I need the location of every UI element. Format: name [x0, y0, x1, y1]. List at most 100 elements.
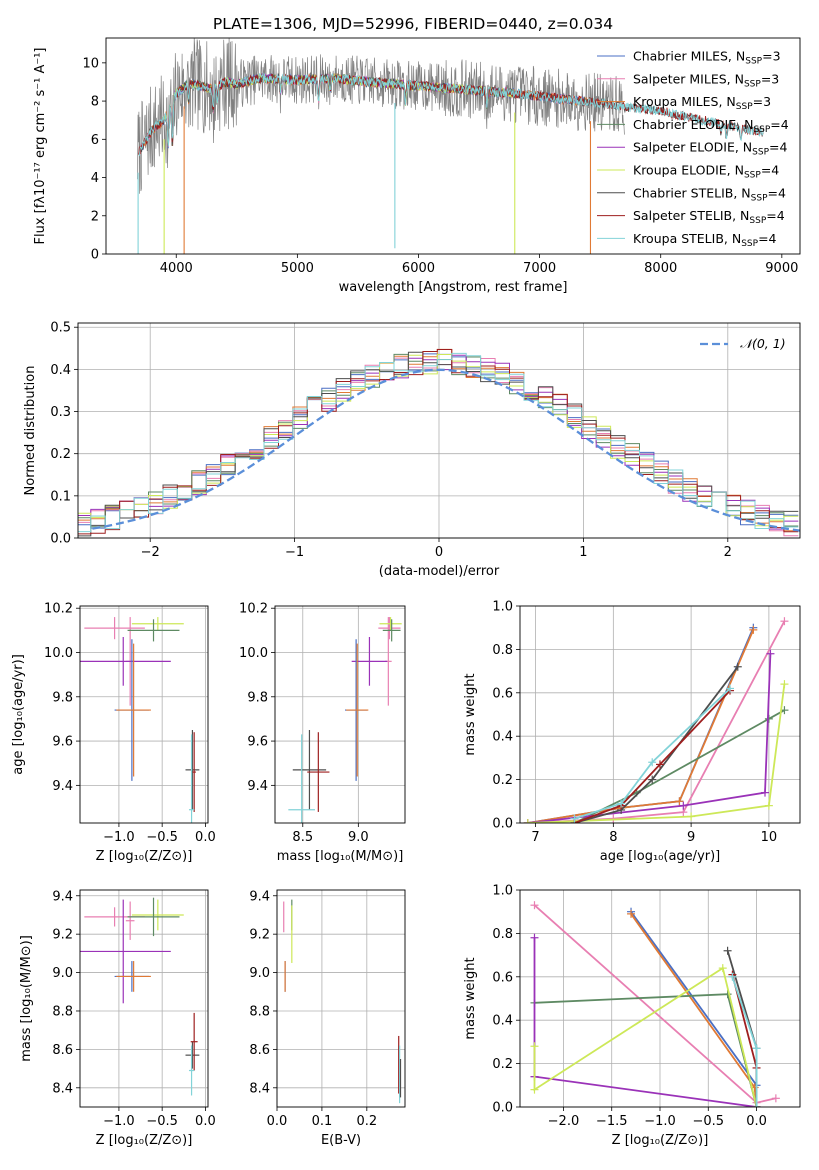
error-bar-point: [379, 617, 402, 631]
y-tick-label: 0.6: [492, 686, 513, 701]
x-tick-label: 2: [724, 545, 732, 560]
y-axis-label: Flux [fλ10⁻¹⁷ erg cm⁻² s⁻¹ A⁻¹]: [33, 48, 48, 245]
weight-marker: [766, 649, 775, 658]
y-tick-label: 0.3: [50, 405, 71, 420]
x-tick-label: 0: [435, 545, 443, 560]
weight_vs_Z-panel: −2.0 −1.5 −1.0 −0.5 0.0 0.0 0.2 0.4 0.6 0.8 1.0 Z […: [463, 884, 801, 1148]
x-tick-label: 0.0: [195, 830, 216, 845]
x-tick-label: 9000: [765, 261, 798, 276]
y-tick-label: 10.0: [239, 646, 268, 661]
axes-frame: [276, 889, 406, 1108]
weight-marker: [530, 1085, 539, 1094]
y-tick-label: 0.2: [50, 447, 71, 462]
error-bar-point: [84, 617, 145, 640]
error-bar-point: [192, 732, 196, 812]
x-axis-label: E(B-V): [321, 1133, 361, 1148]
error-bar-point: [125, 901, 135, 940]
model-spectrum-salpeter_stelib: [138, 73, 765, 155]
x-tick-label: −1.0: [103, 1114, 135, 1129]
weight-marker: [752, 1044, 761, 1053]
y-tick-label: 8.8: [52, 1004, 73, 1019]
legend-label: Salpeter MILES, N: [633, 71, 744, 86]
age_vs_mass-plot-area: [288, 617, 402, 823]
legend-entry: Kroupa MILES, NSSP=3: [633, 94, 771, 112]
legend-entry: Kroupa ELODIE, NSSP=4: [633, 163, 779, 181]
y-tick-label: 0.5: [50, 321, 71, 336]
weight_vs_age-plot-area: [523, 617, 789, 823]
y-tick-label: 0.0: [492, 817, 513, 832]
error-bar-point: [346, 643, 369, 777]
y-tick-label: 10: [82, 56, 99, 71]
residual-plot-area: [78, 348, 800, 537]
x-axis-label: Z [log₁₀(Z/Z⊙)]: [96, 849, 193, 864]
x-tick-label: 0.0: [267, 1114, 288, 1129]
y-tick-label: 8: [91, 95, 99, 110]
legend-label: Kroupa STELIB, N: [633, 231, 741, 246]
y-tick-label: 0.0: [50, 532, 71, 547]
model-spectrum-kroupa_stelib: [138, 72, 765, 157]
error-bar-point: [80, 899, 171, 1004]
legend-label: Salpeter ELODIE, N: [633, 140, 752, 155]
weight-marker: [726, 684, 734, 693]
legend-subscript: SSP: [744, 171, 761, 181]
x-tick-label: −2.0: [548, 1114, 580, 1129]
y-tick-label: 9.6: [247, 735, 268, 750]
age_vs_Z-plot-area: [80, 617, 200, 823]
weight-line-kroupa_elodie: [533, 966, 758, 1107]
y-tick-label: 9.4: [52, 889, 73, 904]
y-tick-label: 9.4: [249, 889, 270, 904]
y-tick-label: 1.0: [492, 600, 513, 615]
spectrum-plot-area: [137, 38, 765, 254]
legend-label: Kroupa MILES, N: [633, 94, 736, 109]
legend-subscript: SSP: [744, 79, 761, 89]
x-tick-label: −0.5: [692, 1114, 724, 1129]
weight-marker: [780, 680, 789, 689]
y-tick-label: 0: [91, 248, 99, 263]
chart-title: PLATE=1306, MJD=52996, FIBERID=0440, z=0…: [213, 15, 613, 33]
x-tick-label: 0.0: [195, 1114, 216, 1129]
y-tick-label: 8.4: [52, 1081, 73, 1096]
axes-frame: [79, 889, 209, 1108]
x-axis-label: Z [log₁₀(Z/Z⊙)]: [612, 1133, 709, 1148]
weight_vs_Z-plot-area: [530, 901, 780, 1107]
axes-frame: [79, 605, 209, 824]
x-tick-label: −1.5: [596, 1114, 628, 1129]
weight-marker: [764, 714, 773, 723]
weight_vs_age-panel: 7 8 9 10 0.0 0.2 0.4 0.6 0.8 1.0 age [log₁₀(age/yr…: [463, 600, 801, 864]
weight-line-kroupa_elodie: [527, 683, 786, 823]
error-bar-point: [378, 617, 401, 640]
y-tick-label: 9.0: [249, 966, 270, 981]
error-bar-point: [185, 730, 200, 810]
y-tick-label: 6: [91, 133, 99, 148]
error-bar-point: [131, 899, 184, 931]
legend-subscript: SSP: [736, 102, 753, 112]
y-axis-label: mass [log₁₀(M/M⊙)]: [19, 935, 34, 1062]
weight-marker: [627, 909, 636, 918]
x-tick-label: 9: [687, 830, 695, 845]
gaussian-curve: [92, 368, 800, 532]
x-axis-label: mass [log₁₀(M/M⊙)]: [277, 849, 404, 864]
x-tick-label: 5000: [281, 261, 314, 276]
histogram-kroupa_miles: [78, 348, 799, 532]
error-bar-point: [288, 734, 315, 823]
y-tick-label: 9.4: [52, 779, 73, 794]
weight-marker: [718, 964, 727, 973]
weight-marker: [764, 801, 773, 810]
y-tick-label: 9.2: [249, 928, 270, 943]
weight-marker: [570, 814, 579, 823]
mass_vs_ebv-panel: 0.0 0.1 0.2 8.4 8.6 8.8 9.0 9.2 9.4 E(B-V): [249, 889, 406, 1148]
error-bar-point: [307, 732, 330, 812]
legend-suffix: =3: [753, 94, 771, 109]
axes-frame: [77, 322, 801, 539]
x-axis-label: wavelength [Angstrom, rest frame]: [339, 280, 568, 295]
y-tick-label: 0.8: [492, 643, 513, 658]
y-tick-label: 2: [91, 209, 99, 224]
weight-marker: [530, 933, 539, 942]
weight-line-chabrier_stelib: [574, 666, 739, 823]
weight-line-salpeter_stelib: [574, 689, 731, 823]
histogram-kroupa_stelib: [78, 352, 799, 533]
y-axis-label: age [log₁₀(age/yr)]: [11, 654, 26, 775]
weight-marker: [648, 775, 657, 784]
